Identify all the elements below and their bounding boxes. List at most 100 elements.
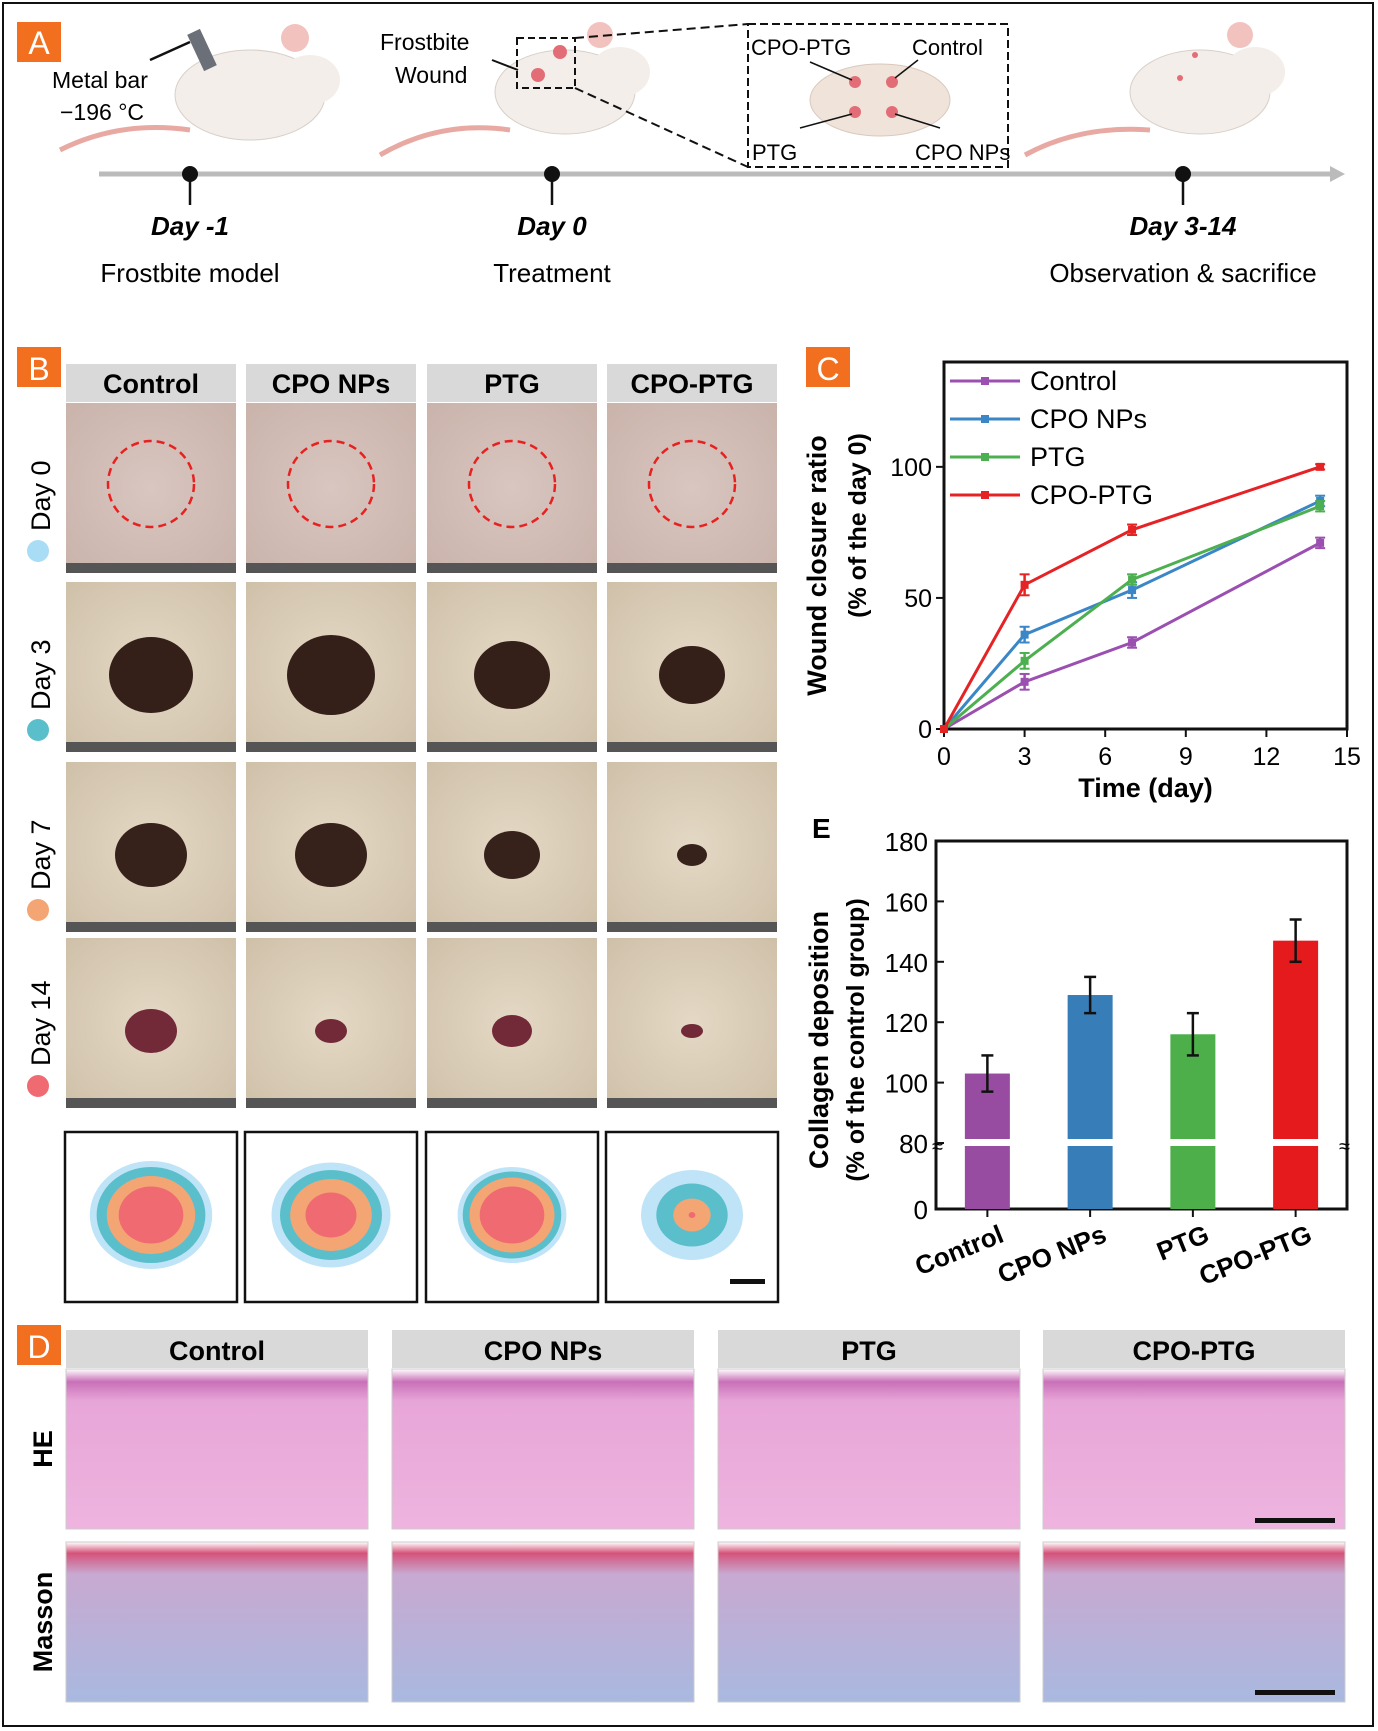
treatment-inset [747,23,1009,168]
he-stain-image [717,1368,1021,1530]
photo-ruler [427,563,597,573]
inset-label-ptg: PTG [752,140,797,165]
panel-b: B Control CPO NPs PTG CPO-PTG Day 0 Day 3 Day … [17,347,780,1304]
photo-ruler [66,563,236,573]
column-header-bg [427,364,597,402]
wound-outline-circle [647,439,737,529]
axis-break-mark-left: ≈ [932,1136,943,1158]
axis-break-gap [1066,1139,1114,1146]
scale-bar [1255,1690,1335,1695]
scale-bar [1255,1518,1335,1523]
bar-cpo-nps [1067,995,1113,1209]
timeline-label-2: Treatment [493,258,611,288]
wound [109,637,193,713]
photo-ruler [66,1098,236,1108]
wound-contour-day-3 [305,1192,357,1238]
bar-cpo-ptg [1273,940,1319,1209]
inset-label-control: Control [912,35,983,60]
panel-label-d-box [17,1325,61,1365]
axis-break-gap [1272,1139,1320,1146]
data-point [1316,502,1325,511]
y-tick-label: 180 [885,827,928,857]
photo-ruler [246,742,416,752]
series-line-cpo-ptg [942,465,1321,730]
he-stain-image [65,1368,369,1530]
x-tick-label: 15 [1333,743,1361,771]
legend-marker [981,453,989,461]
column-header: CPO-PTG [1132,1336,1255,1366]
column-header-bg [607,364,777,402]
row-label: Masson [28,1572,58,1673]
panel-c: C 0 3 6 9 12 15 0 50 100 Time (day) Wound closure … [802,347,1361,803]
series-line-ptg [943,504,1321,731]
y-axis-label: Wound closure ratio [802,435,832,696]
wound [677,844,707,866]
plot-frame [934,839,1349,1211]
photo-ruler [607,922,777,932]
wound [659,646,725,704]
data-point [1128,525,1137,534]
plot-frame [942,360,1349,731]
column-header-bg [718,1330,1020,1368]
photo-ruler [427,742,597,752]
row-color-dot [27,1075,49,1097]
wound-photo [246,403,416,573]
column-header: CPO NPs [272,369,391,399]
column-header-bg [246,364,416,402]
panel-a: A Metal bar −196 °C Frostbite Wound [17,22,1345,288]
masson-stain-image [717,1541,1021,1703]
column-header: Control [169,1336,265,1366]
metal-bar-label: Metal bar [52,67,148,93]
photo-ruler [246,922,416,932]
timeline-label-1: Frostbite model [100,258,279,288]
row-color-dot [27,899,49,921]
x-tick-label: 6 [1098,743,1112,771]
mouse-illustration-1 [58,24,340,153]
masson-stain-image [1042,1541,1346,1703]
wound [125,1009,177,1053]
panel-label-c-box [806,347,850,387]
panel-label-e: E [812,813,831,844]
axis-break-mark-right: ≈ [1339,1136,1350,1158]
panel-label-a: A [28,25,50,61]
data-point [1128,638,1137,647]
panel-d: D Control CPO NPs PTG CPO-PTG HE Masson [17,1325,1346,1703]
photo-ruler [607,1098,777,1108]
wound-contour-day-3 [118,1186,184,1244]
data-point [1128,586,1137,595]
column-header-bg [1043,1330,1345,1368]
legend-label: Control [1030,366,1117,396]
he-stain-image [1042,1368,1346,1530]
data-point [1020,630,1029,639]
wound [484,831,540,879]
column-header: CPO-PTG [630,369,753,399]
wound-outline-circle [286,439,376,529]
masson-stain-image [391,1541,695,1703]
bar-ptg [1170,1034,1216,1209]
row-label: Day 7 [26,819,56,890]
legend-label: CPO NPs [1030,404,1147,434]
timeline-day-2: Day 0 [517,211,587,241]
row-label: Day 0 [26,460,56,531]
y-tick-label: 50 [904,585,932,613]
inset-label-cpo-nps: CPO NPs [915,140,1010,165]
wound [681,1024,703,1038]
wound [115,823,187,887]
wound [315,1019,347,1043]
legend-label: CPO-PTG [1030,480,1153,510]
x-tick-label: CPO NPs [993,1219,1110,1290]
x-axis-label: Time (day) [1078,773,1213,803]
data-point [1020,677,1029,686]
y-axis-label-secondary: (% of the day 0) [844,433,872,618]
wound-outline-circle [467,439,557,529]
legend-marker [981,491,989,499]
photo-ruler [246,563,416,573]
column-header: CPO NPs [484,1336,603,1366]
wound [287,635,375,715]
he-stain-image [391,1368,695,1530]
wound-photo [607,938,777,1108]
frostbite-wound-label-2: Wound [395,62,467,88]
wound-outline-circle [106,439,196,529]
